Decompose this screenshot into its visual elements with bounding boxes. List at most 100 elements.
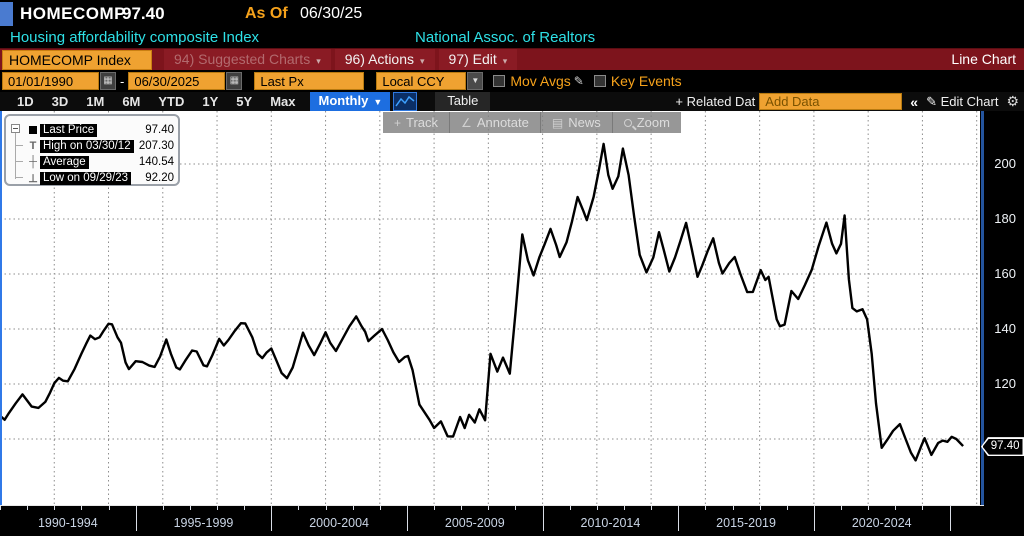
- key-events-label[interactable]: Key Events: [610, 73, 682, 89]
- track-icon: +: [394, 115, 402, 130]
- controls-bar: 01/01/1990 ▦ - 06/30/2025 ▦ Last Px Loca…: [0, 70, 1024, 92]
- chevron-down-icon[interactable]: ▼: [467, 72, 484, 90]
- chart-tools-bar: + Track ∠ Annotate ▤ News Zoom: [383, 112, 681, 133]
- legend-row[interactable]: ⊥ Low on 09/29/23 92.20: [26, 171, 174, 185]
- annotate-button[interactable]: ∠ Annotate: [449, 112, 540, 133]
- x-axis-section-separator: [949, 506, 951, 531]
- x-axis-section-separator: [678, 506, 680, 531]
- last-price-tag-value: 97.40: [982, 438, 1023, 455]
- collapse-panel-button[interactable]: «: [910, 93, 919, 110]
- date-range-dash: -: [120, 73, 125, 89]
- legend-value: 92.20: [145, 172, 174, 184]
- legend-label: Low on 09/29/23: [40, 171, 132, 185]
- high-marker-icon: T: [29, 140, 37, 152]
- menu-items: 94) Suggested Charts ▾ 96) Actions ▾ 97) Edi…: [160, 49, 518, 71]
- security-menu-button[interactable]: HOMECOMP Index: [2, 50, 152, 70]
- security-description: Housing affordability composite Index: [10, 29, 260, 46]
- news-icon: ▤: [551, 115, 564, 130]
- y-axis-tick-label: 160: [994, 266, 1016, 281]
- y-axis-tick-label: 120: [994, 376, 1016, 391]
- add-data-input[interactable]: Add Data: [759, 93, 903, 110]
- legend-label: High on 03/30/12: [40, 139, 134, 153]
- zoom-button[interactable]: Zoom: [611, 112, 681, 133]
- table-button[interactable]: Table: [435, 92, 491, 111]
- last-price-marker-icon: [29, 126, 37, 134]
- pencil-icon: ✎: [926, 93, 937, 109]
- x-axis-section-separator: [542, 506, 544, 531]
- x-axis-section-separator: [813, 506, 815, 531]
- security-source: National Assoc. of Realtors: [415, 29, 596, 46]
- period-tab-3d[interactable]: 3D: [51, 94, 69, 109]
- x-axis-section-separator: [406, 506, 408, 531]
- legend-label: Average: [40, 155, 89, 169]
- related-data-button[interactable]: + Related Dat: [675, 94, 756, 109]
- x-axis-section-label: 1995-1999: [173, 516, 234, 530]
- legend-label: Last Price: [40, 123, 98, 137]
- period-tab-1y[interactable]: 1Y: [202, 94, 219, 109]
- toolbar-right-cluster: + Related Dat Add Data « ✎ Edit Chart ⚙: [675, 92, 1019, 111]
- price-line-series: [0, 142, 964, 462]
- x-axis-section-label: 2015-2019: [716, 516, 776, 530]
- legend-value: 140.54: [138, 156, 174, 168]
- period-tab-1m[interactable]: 1M: [86, 94, 105, 109]
- chart-type-label: Line Chart: [951, 51, 1016, 67]
- menu-item[interactable]: 96) Actions ▾: [334, 49, 435, 71]
- legend-row[interactable]: ┼ Average 140.54: [26, 155, 174, 169]
- date-to-input[interactable]: 06/30/2025: [128, 72, 226, 90]
- subheader-bar: Housing affordability composite Index Na…: [0, 28, 1024, 48]
- mov-avgs-checkbox[interactable]: [493, 75, 506, 87]
- frequency-select[interactable]: Monthly ▼: [310, 92, 391, 111]
- menu-bar: HOMECOMP Index 94) Suggested Charts ▾ 96) …: [0, 48, 1024, 71]
- period-tab-5y[interactable]: 5Y: [236, 94, 253, 109]
- security-ticker: HOMECOMP: [20, 4, 126, 23]
- x-axis: 1990-1994 1995-1999 2000-2004 2005-2009 2010…: [0, 505, 1024, 536]
- chart-toolbar: 1D 3D 1M 6M YTD 1Y 5Y Max Monthly ▼ Table + Relate…: [0, 92, 1024, 111]
- period-tabs: 1D 3D 1M 6M YTD 1Y 5Y Max Monthly ▼ Table: [8, 92, 491, 111]
- security-last-value: 97.40: [122, 4, 165, 23]
- period-tab-ytd[interactable]: YTD: [158, 94, 185, 109]
- chart-legend[interactable]: Last Price 97.40 T High on 03/30/12 207.30 ┼ A…: [4, 114, 180, 186]
- news-button[interactable]: ▤ News: [539, 112, 612, 133]
- mov-avgs-label[interactable]: Mov Avgs: [510, 73, 571, 89]
- pencil-icon[interactable]: ✎: [573, 74, 584, 88]
- period-tab-max[interactable]: Max: [270, 94, 296, 109]
- as-of-label: As Of: [245, 5, 288, 22]
- calendar-icon[interactable]: ▦: [100, 72, 116, 90]
- period-tab-6m[interactable]: 6M: [122, 94, 141, 109]
- price-field-select[interactable]: Last Px: [254, 72, 365, 90]
- x-axis-section-separator: [271, 506, 273, 531]
- calendar-icon[interactable]: ▦: [226, 72, 243, 90]
- x-axis-section-label: 2005-2009: [444, 516, 505, 530]
- legend-expander-icon[interactable]: [11, 124, 20, 133]
- low-marker-icon: ⊥: [28, 172, 38, 185]
- legend-row[interactable]: T High on 03/30/12 207.30: [26, 139, 174, 153]
- gear-icon[interactable]: ⚙: [1006, 93, 1019, 109]
- x-axis-section-label: 1990-1994: [37, 516, 98, 530]
- legend-value: 207.30: [138, 140, 174, 152]
- menu-item[interactable]: 94) Suggested Charts ▾: [164, 49, 331, 71]
- x-axis-section-label: 2020-2024: [851, 516, 912, 530]
- line-chart-icon[interactable]: [393, 92, 418, 111]
- key-events-checkbox[interactable]: [593, 75, 606, 87]
- y-axis-tick-label: 200: [994, 156, 1016, 171]
- date-from-input[interactable]: 01/01/1990: [2, 72, 99, 90]
- legend-row[interactable]: Last Price 97.40: [26, 123, 174, 137]
- period-tab-1d[interactable]: 1D: [17, 94, 34, 109]
- header-bar: HOMECOMP 97.40 As Of 06/30/25: [0, 0, 1024, 28]
- x-axis-section-label: 2010-2014: [580, 516, 641, 530]
- x-axis-section-label: 2000-2004: [309, 516, 370, 530]
- security-color-swatch: [0, 2, 13, 26]
- currency-select[interactable]: Local CCY: [376, 72, 467, 90]
- track-button[interactable]: + Track: [394, 115, 439, 130]
- plot-left-border: [0, 111, 2, 505]
- x-axis-section-separator: [135, 506, 137, 531]
- last-price-tag: 97.40: [981, 437, 1024, 457]
- as-of-date: 06/30/25: [300, 5, 363, 22]
- menu-item[interactable]: 97) Edit ▾: [438, 49, 518, 71]
- average-marker-icon: ┼: [29, 156, 37, 168]
- edit-chart-button[interactable]: ✎ Edit Chart: [926, 93, 999, 109]
- annotate-icon: ∠: [461, 115, 472, 130]
- y-axis-tick-label: 180: [994, 211, 1016, 226]
- legend-value: 97.40: [145, 124, 174, 136]
